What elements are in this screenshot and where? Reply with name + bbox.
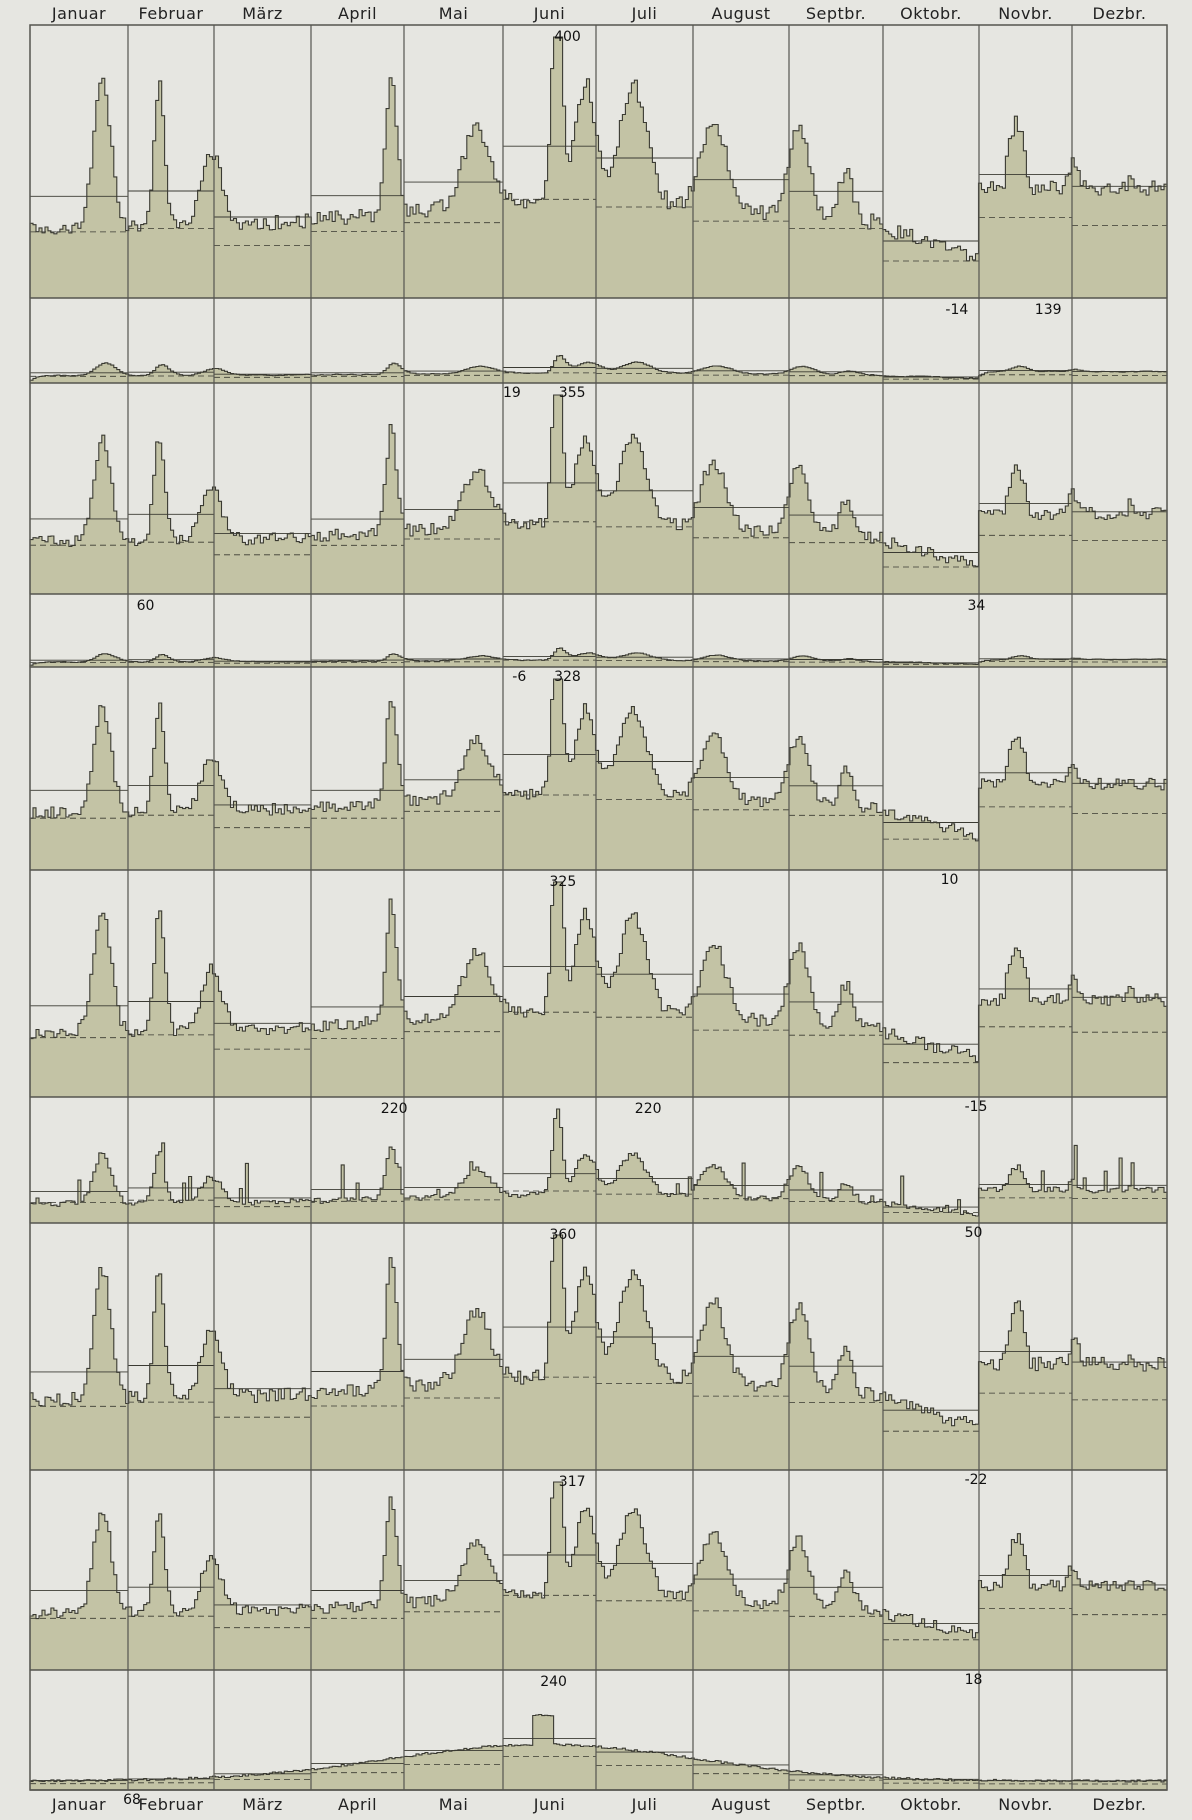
month-label-bottom: Novbr. (998, 1795, 1053, 1814)
month-label-top: Oktobr. (900, 4, 962, 23)
chart-frame (29, 24, 1168, 1791)
peak-annotation: -15 (965, 1099, 988, 1115)
month-label-bottom: April (338, 1795, 377, 1814)
peak-annotation: 360 (550, 1227, 577, 1243)
month-label-bottom: Februar (139, 1795, 204, 1814)
peak-annotation: -22 (965, 1472, 988, 1488)
peak-annotation: 400 (554, 29, 581, 45)
month-label-bottom: Juli (631, 1795, 658, 1814)
peak-annotation: -14 (945, 302, 968, 318)
month-label-top: Septbr. (806, 4, 866, 23)
peak-annotation: 317 (559, 1474, 586, 1490)
peak-annotation: 19 (503, 385, 521, 401)
peak-annotation: 139 (1035, 302, 1062, 318)
peak-annotation: 60 (137, 598, 155, 614)
month-label-top: Januar (51, 4, 106, 23)
peak-annotation: 50 (965, 1225, 983, 1241)
month-label-bottom: Septbr. (806, 1795, 866, 1814)
peak-annotation: 220 (381, 1101, 408, 1117)
peak-annotation: 10 (941, 872, 959, 888)
month-label-top: Juni (533, 4, 565, 23)
month-label-bottom: Januar (51, 1795, 106, 1814)
peak-annotation: 220 (635, 1101, 662, 1117)
peak-annotation: 18 (965, 1672, 983, 1688)
month-label-top: Juli (631, 4, 658, 23)
month-label-top: Mai (439, 4, 469, 23)
month-label-bottom: August (712, 1795, 771, 1814)
month-label-bottom: Dezbr. (1093, 1795, 1147, 1814)
month-label-top: Februar (139, 4, 204, 23)
month-label-bottom: Juni (533, 1795, 565, 1814)
month-label-bottom: Mai (439, 1795, 469, 1814)
peak-annotation: 325 (550, 874, 577, 890)
hydrograph-area-panel-7 (29, 1108, 1168, 1224)
peak-annotation: 34 (968, 598, 986, 614)
peak-annotation: 240 (540, 1674, 567, 1690)
month-label-top: Novbr. (998, 4, 1053, 23)
peak-annotation: 328 (554, 669, 581, 685)
month-label-bottom: März (242, 1795, 283, 1814)
month-label-top: April (338, 4, 377, 23)
month-label-top: August (712, 4, 771, 23)
month-label-bottom: Oktobr. (900, 1795, 962, 1814)
peak-annotation: 355 (559, 385, 586, 401)
peak-annotation: -6 (512, 669, 526, 685)
month-label-top: März (242, 4, 283, 23)
month-label-top: Dezbr. (1093, 4, 1147, 23)
peak-annotation: 68 (123, 1792, 141, 1808)
